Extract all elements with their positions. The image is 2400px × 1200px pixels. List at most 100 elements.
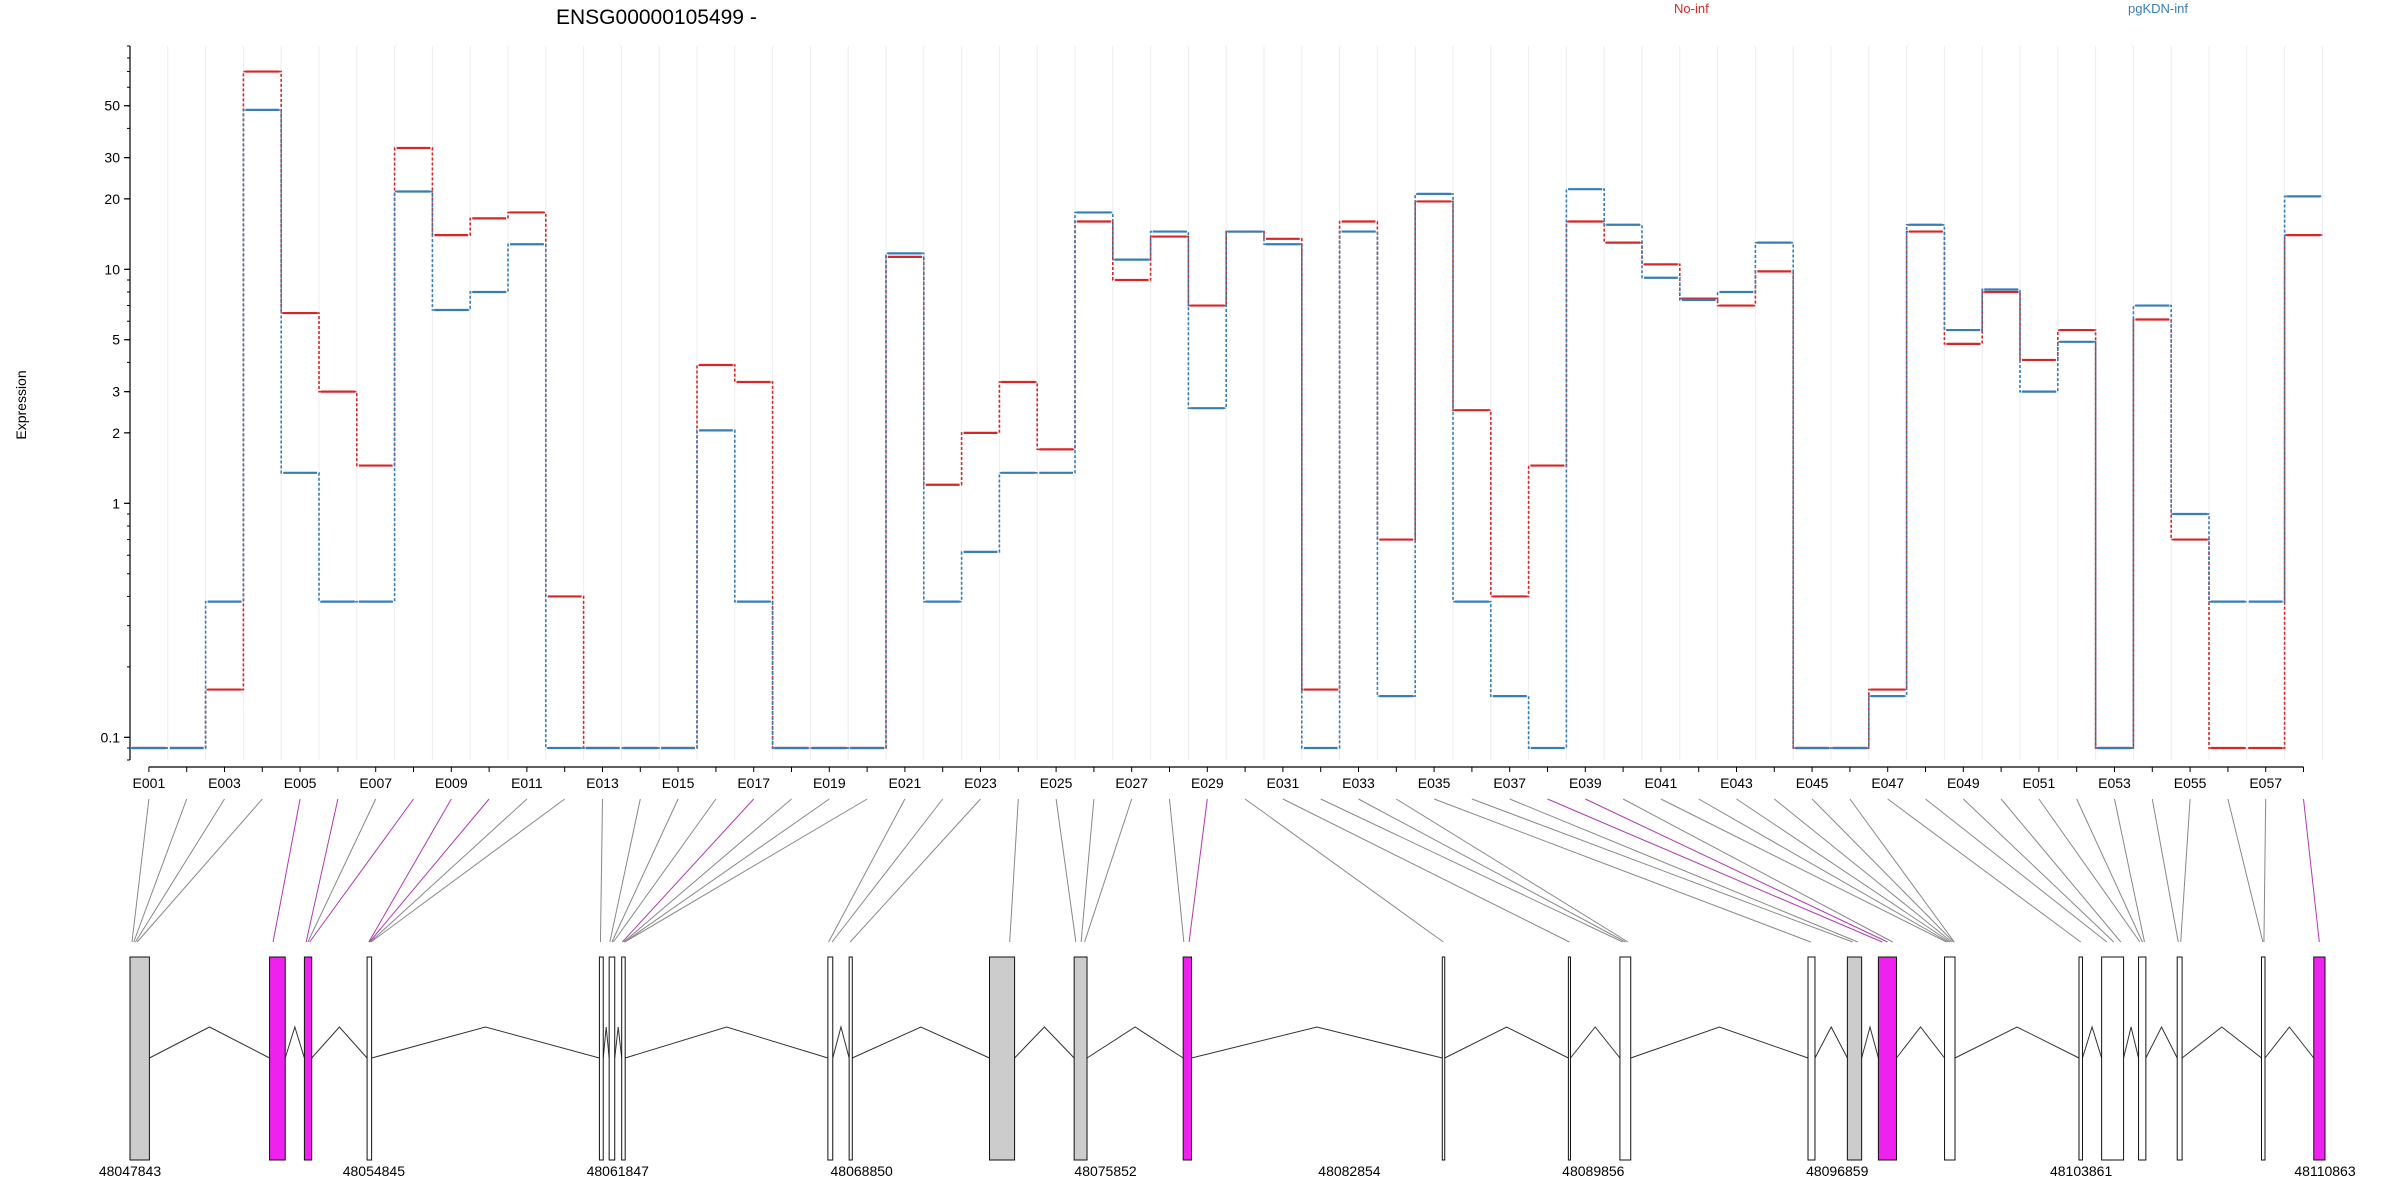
exon-link-e003 bbox=[135, 798, 225, 943]
exon-link-e048 bbox=[1925, 798, 2108, 943]
exon-link-e029 bbox=[1188, 798, 1208, 943]
x-tick-label: E049 bbox=[1947, 775, 1980, 791]
genomic-coordinate-label: 48068850 bbox=[831, 1163, 894, 1179]
exon-link-e020 bbox=[624, 798, 868, 943]
exon-link-e053 bbox=[2114, 798, 2145, 943]
exon-block bbox=[2313, 956, 2326, 1161]
x-tick-label: E047 bbox=[1871, 775, 1904, 791]
intron bbox=[2264, 1026, 2315, 1059]
exon-block bbox=[1567, 956, 1571, 1161]
x-tick-label: E031 bbox=[1267, 775, 1300, 791]
y-axis-label: Expression bbox=[13, 370, 29, 439]
x-tick-label: E003 bbox=[208, 775, 241, 791]
exon-link-e019 bbox=[624, 798, 830, 943]
exon-block bbox=[827, 956, 834, 1161]
exon-link-e042 bbox=[1698, 798, 1949, 943]
exon-block bbox=[598, 956, 604, 1161]
exon-block bbox=[2101, 956, 2125, 1161]
y-tick-label: 50 bbox=[104, 98, 120, 114]
genomic-coordinate-label: 48075852 bbox=[1074, 1163, 1137, 1179]
x-tick-label: E055 bbox=[2174, 775, 2207, 791]
intron bbox=[284, 1025, 305, 1059]
x-tick-label: E051 bbox=[2023, 775, 2056, 791]
intron bbox=[1814, 1025, 1848, 1059]
x-tick-label: E043 bbox=[1720, 775, 1753, 791]
exon-link-e008 bbox=[309, 798, 414, 943]
y-tick-label: 20 bbox=[104, 191, 120, 207]
exon-link-e006 bbox=[305, 798, 339, 943]
intron bbox=[1570, 1026, 1621, 1059]
exon-block bbox=[1441, 956, 1446, 1161]
exon-link-e014 bbox=[609, 798, 641, 943]
exon-link-e009 bbox=[368, 798, 452, 943]
y-tick-label: 5 bbox=[112, 332, 120, 348]
intron bbox=[852, 1026, 990, 1059]
exon-link-e038 bbox=[1547, 798, 1883, 943]
exon-link-e013 bbox=[599, 798, 603, 943]
exon-link-e031 bbox=[1282, 798, 1570, 943]
exon-link-e024 bbox=[1009, 798, 1019, 943]
x-tick-label: E007 bbox=[359, 775, 392, 791]
exon-block bbox=[2176, 956, 2183, 1161]
exon-link-e041 bbox=[1660, 798, 1947, 943]
genomic-coordinate-label: 48103861 bbox=[2050, 1163, 2113, 1179]
exon-link-e028 bbox=[1169, 798, 1185, 943]
intron bbox=[1954, 1026, 2080, 1059]
x-tick-label: E023 bbox=[964, 775, 997, 791]
legend-pgkdn-inf: pgKDN-inf bbox=[2128, 1, 2188, 16]
x-tick-label: E045 bbox=[1796, 775, 1829, 791]
exon-link-e047 bbox=[1887, 798, 2082, 943]
exon-link-e058 bbox=[2303, 798, 2320, 943]
x-tick-label: E057 bbox=[2249, 775, 2282, 791]
intron bbox=[1191, 1026, 1443, 1059]
intron bbox=[149, 1026, 270, 1059]
exon-block bbox=[303, 956, 313, 1161]
exon-link-e017 bbox=[622, 798, 755, 943]
intron bbox=[1014, 1026, 1075, 1059]
exon-link-e052 bbox=[2076, 798, 2143, 943]
exon-block bbox=[2261, 956, 2266, 1161]
exon-link-e043 bbox=[1736, 798, 1951, 943]
x-tick-label: E013 bbox=[586, 775, 619, 791]
exon-link-e045 bbox=[1811, 798, 1954, 943]
y-tick-label: 10 bbox=[104, 261, 120, 277]
exon-link-e036 bbox=[1471, 798, 1853, 943]
exon-link-e051 bbox=[2038, 798, 2141, 943]
exon-link-e046 bbox=[1849, 798, 1955, 943]
intron bbox=[1630, 1026, 1809, 1059]
intron bbox=[2081, 1025, 2103, 1059]
exon-link-e022 bbox=[831, 798, 944, 943]
x-tick-label: E041 bbox=[1645, 775, 1678, 791]
exon-link-e035 bbox=[1433, 798, 1811, 943]
exon-block bbox=[2078, 956, 2083, 1161]
exon-link-e015 bbox=[611, 798, 679, 943]
genomic-coordinate-label: 48110863 bbox=[2294, 1163, 2355, 1179]
intron bbox=[371, 1026, 600, 1059]
x-tick-label: E037 bbox=[1493, 775, 1526, 791]
genomic-coordinate-label: 48047843 bbox=[99, 1163, 162, 1179]
exon-link-e001 bbox=[131, 798, 150, 943]
exon-link-e044 bbox=[1773, 798, 1953, 943]
exon-link-e004 bbox=[136, 798, 263, 943]
exon-link-e030 bbox=[1244, 798, 1444, 943]
exon-block bbox=[989, 956, 1016, 1161]
exon-block bbox=[1182, 956, 1193, 1161]
x-tick-label: E039 bbox=[1569, 775, 1602, 791]
genomic-coordinate-label: 48061847 bbox=[587, 1163, 650, 1179]
exon-block bbox=[1877, 956, 1897, 1161]
intron bbox=[602, 1026, 610, 1059]
x-tick-label: E035 bbox=[1418, 775, 1451, 791]
x-tick-label: E029 bbox=[1191, 775, 1224, 791]
x-tick-label: E017 bbox=[737, 775, 770, 791]
x-tick-label: E053 bbox=[2098, 775, 2131, 791]
x-tick-label: E021 bbox=[889, 775, 922, 791]
exon-link-e016 bbox=[612, 798, 717, 943]
exon-block bbox=[269, 956, 286, 1161]
intron bbox=[2145, 1025, 2178, 1059]
x-tick-label: E001 bbox=[133, 775, 166, 791]
exon-link-e049 bbox=[1962, 798, 2115, 943]
exon-link-e018 bbox=[623, 798, 792, 943]
exon-block bbox=[1846, 956, 1863, 1161]
intron bbox=[614, 1026, 623, 1059]
exon-block bbox=[848, 956, 853, 1161]
